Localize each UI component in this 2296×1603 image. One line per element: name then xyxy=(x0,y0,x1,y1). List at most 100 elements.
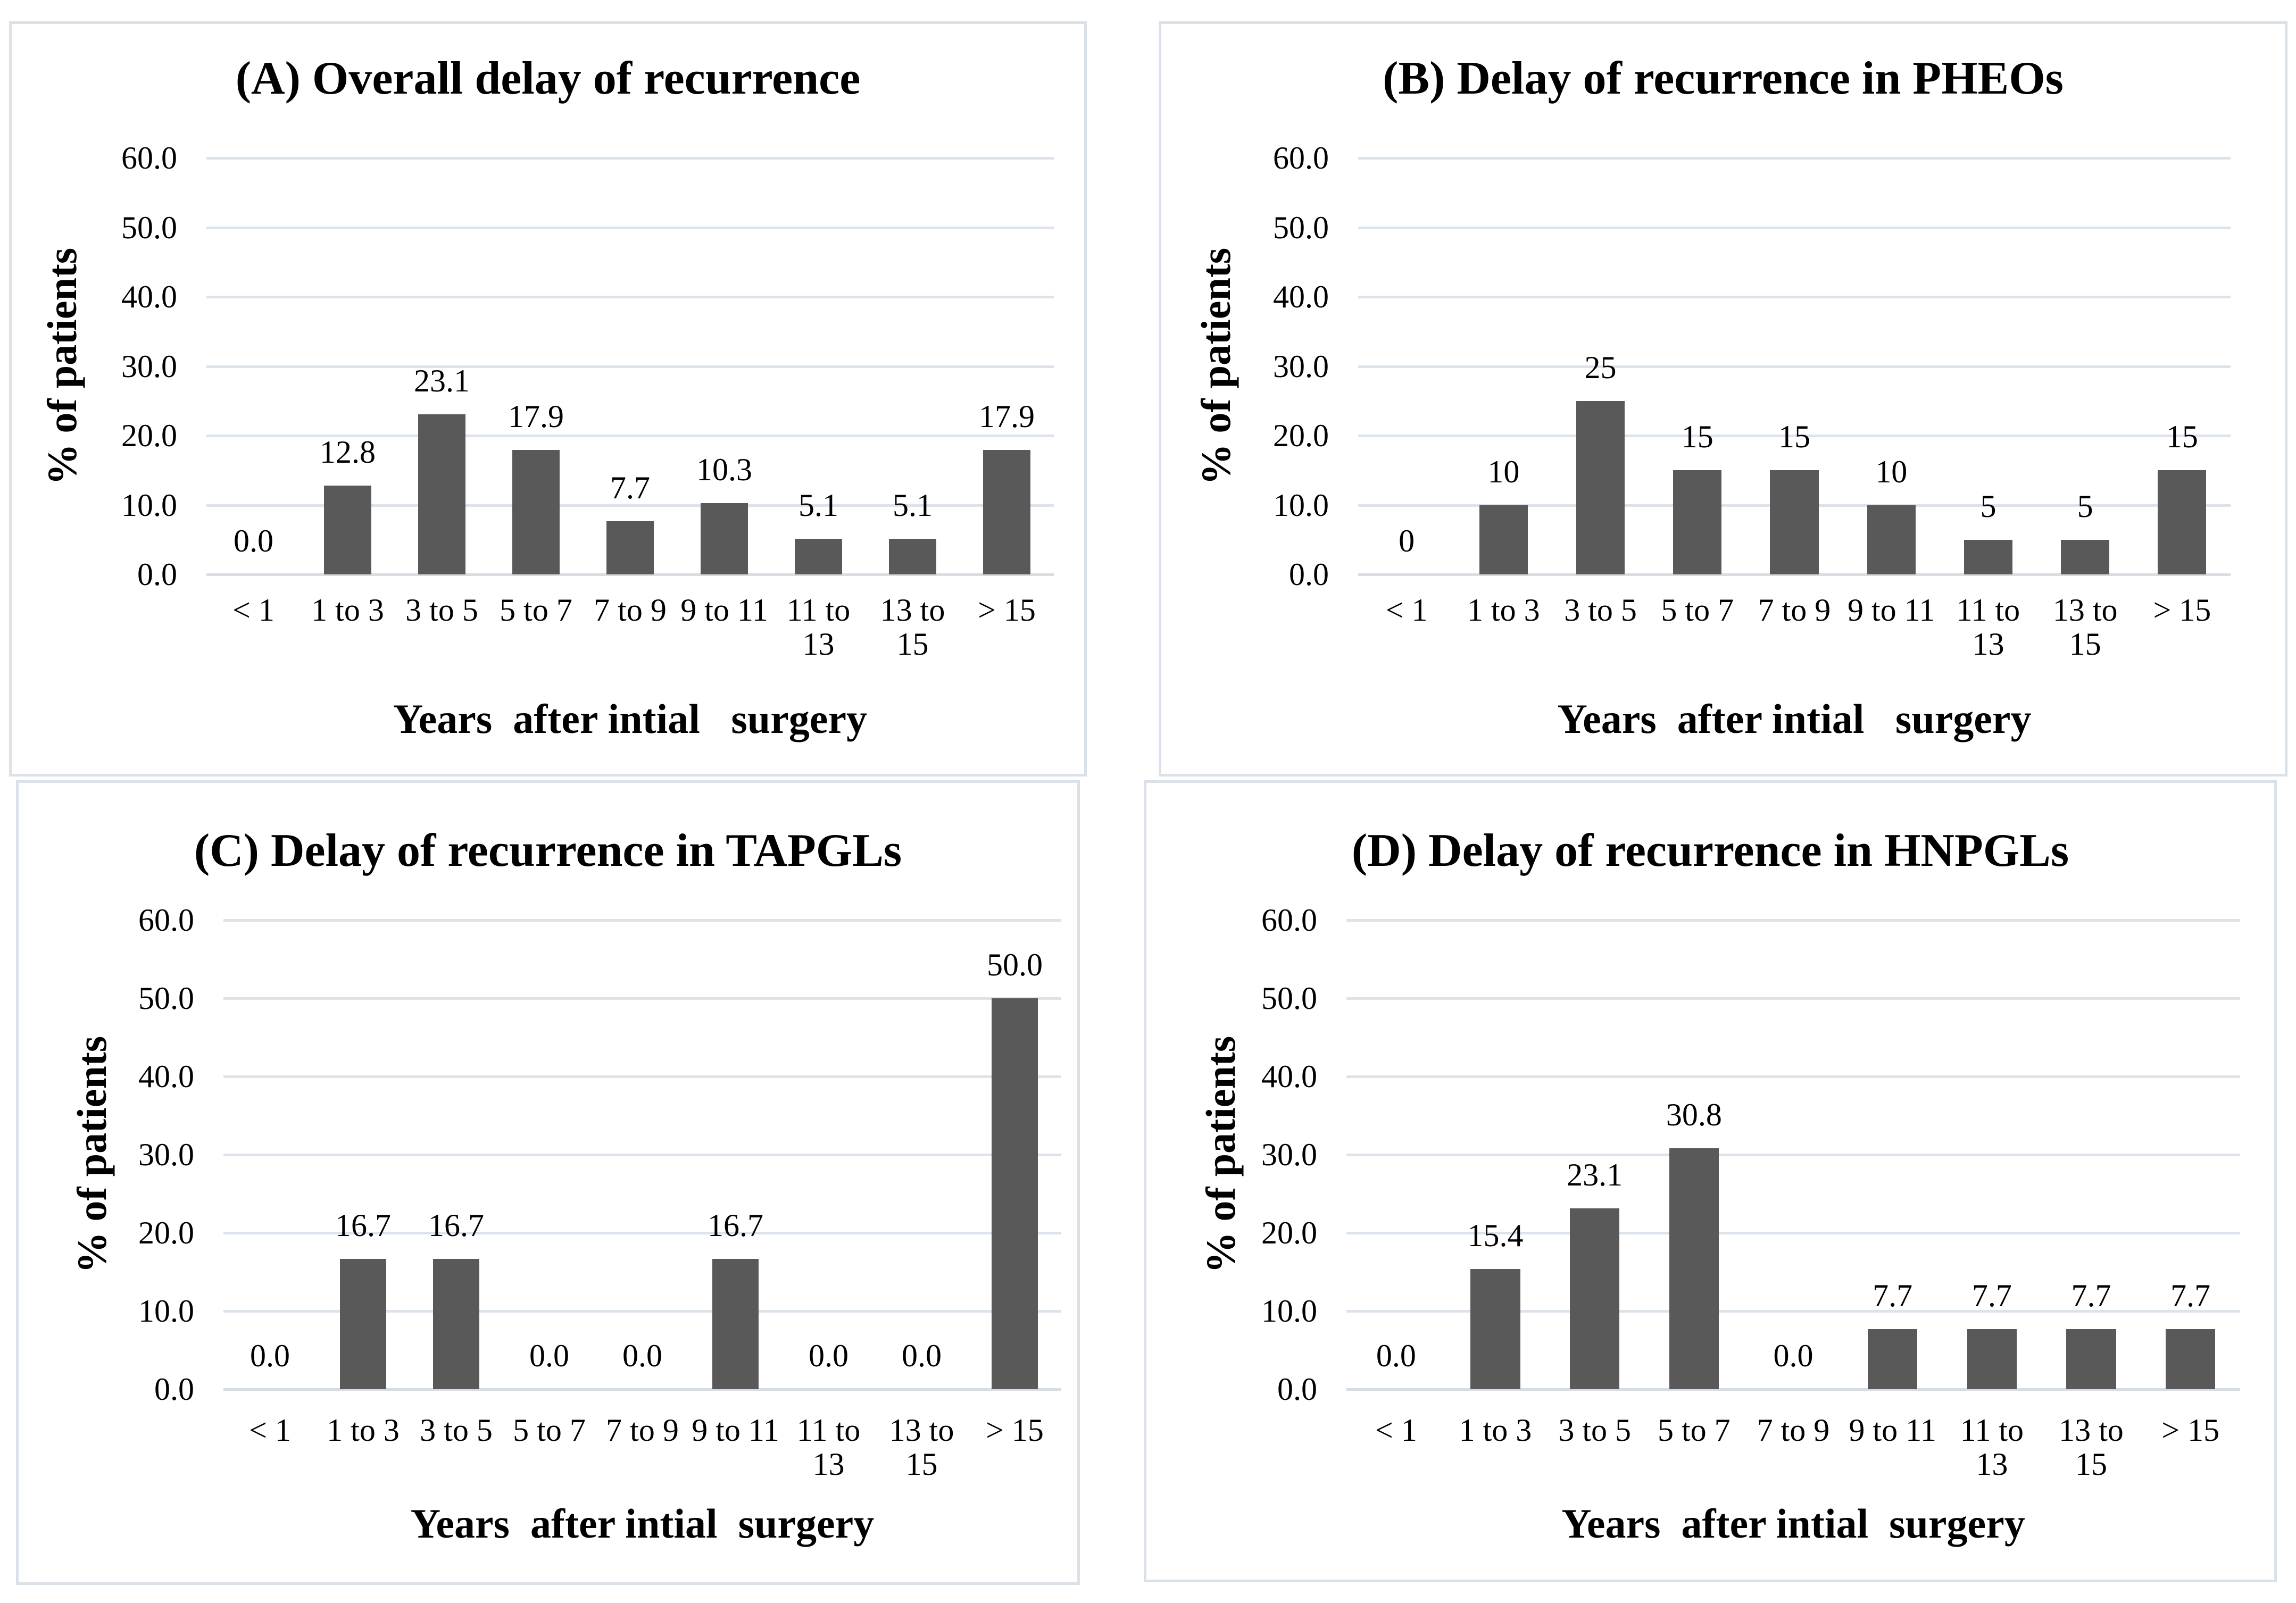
y-tick-label: 30.0 xyxy=(138,1137,194,1172)
x-category-label: 5 to 7 xyxy=(513,1413,586,1448)
bar-value-label: 5 xyxy=(2077,488,2093,524)
bar xyxy=(712,1258,759,1389)
x-category-label: 5 to 7 xyxy=(1661,592,1734,628)
bar xyxy=(512,450,560,574)
gridline xyxy=(223,1310,1061,1313)
bar-value-label: 10 xyxy=(1875,454,1908,489)
x-category-label: > 15 xyxy=(2161,1413,2220,1448)
x-axis-title: Years after intial surgery xyxy=(410,1500,875,1547)
y-tick-label: 20.0 xyxy=(1273,418,1329,453)
bar xyxy=(418,414,465,574)
x-axis-baseline xyxy=(1358,573,2231,576)
bar xyxy=(1673,470,1722,574)
bar xyxy=(1867,505,1916,574)
gridline xyxy=(223,997,1061,1000)
bar-value-label: 7.7 xyxy=(1971,1278,2012,1313)
y-tick-label: 40.0 xyxy=(138,1059,194,1094)
bar-value-label: 0 xyxy=(1399,523,1415,558)
x-category-label: 1 to 3 xyxy=(1467,592,1540,628)
gridline xyxy=(206,296,1054,298)
bar-value-label: 16.7 xyxy=(428,1207,484,1243)
y-tick-label: 40.0 xyxy=(1261,1059,1317,1094)
bar-value-label: 0.0 xyxy=(622,1338,662,1373)
x-axis-baseline xyxy=(1346,1388,2240,1391)
gridline xyxy=(206,157,1054,160)
bar xyxy=(432,1258,480,1389)
bar-value-label: 12.8 xyxy=(320,434,376,470)
x-category-label: 1 to 3 xyxy=(1459,1413,1532,1448)
y-tick-label: 20.0 xyxy=(121,418,177,453)
x-category-label: 1 to 3 xyxy=(327,1413,400,1448)
bar-value-label: 7.7 xyxy=(1873,1278,1913,1313)
bar-value-label: 25 xyxy=(1584,349,1617,385)
y-tick-label: 50.0 xyxy=(121,210,177,245)
bar-value-label: 5.1 xyxy=(798,488,838,523)
gridline xyxy=(1358,365,2231,368)
gridline xyxy=(1346,1075,2240,1078)
y-tick-label: 30.0 xyxy=(1273,348,1329,384)
bar-value-label: 23.1 xyxy=(1567,1157,1623,1193)
y-tick-label: 40.0 xyxy=(1273,279,1329,314)
x-category-label: 7 to 9 xyxy=(594,592,667,628)
x-axis-baseline xyxy=(223,1388,1061,1391)
bar xyxy=(1570,1208,1620,1389)
y-tick-label: 0.0 xyxy=(137,557,177,592)
x-category-label: 9 to 11 xyxy=(692,1413,779,1448)
bar-value-label: 10.3 xyxy=(696,452,752,487)
y-tick-label: 0.0 xyxy=(1277,1372,1317,1407)
gridline xyxy=(223,1154,1061,1156)
x-axis-title: Years after intial surgery xyxy=(393,696,868,742)
x-category-label: 9 to 11 xyxy=(1847,592,1935,628)
gridline xyxy=(206,226,1054,229)
x-category-label: 9 to 11 xyxy=(680,592,768,628)
bar-value-label: 10 xyxy=(1487,454,1520,489)
x-category-label: 3 to 5 xyxy=(1564,592,1637,628)
bar xyxy=(1576,400,1625,574)
bar xyxy=(701,503,748,574)
x-category-label: > 15 xyxy=(986,1413,1044,1448)
x-category-label: 13 to 15 xyxy=(880,592,945,662)
bar xyxy=(1479,505,1528,574)
x-category-label: 11 to 13 xyxy=(786,592,851,662)
bar-value-label: 16.7 xyxy=(335,1207,391,1243)
x-category-label: 5 to 7 xyxy=(500,592,572,628)
y-tick-label: 10.0 xyxy=(1261,1293,1317,1329)
bar xyxy=(1770,470,1819,574)
bar xyxy=(1964,539,2012,574)
x-category-label: 3 to 5 xyxy=(1558,1413,1631,1448)
bar-value-label: 15.4 xyxy=(1467,1217,1524,1253)
bar-value-label: 0.0 xyxy=(1773,1338,1813,1373)
bar xyxy=(2061,539,2110,574)
bar xyxy=(2066,1329,2116,1389)
x-category-label: 7 to 9 xyxy=(1757,1413,1830,1448)
gridline xyxy=(1346,997,2240,1000)
x-category-label: 5 to 7 xyxy=(1657,1413,1731,1448)
bar xyxy=(1868,1329,1918,1389)
gridline xyxy=(223,1232,1061,1234)
y-tick-label: 50.0 xyxy=(138,981,194,1016)
x-category-label: 13 to 15 xyxy=(889,1413,954,1482)
bar-value-label: 50.0 xyxy=(987,947,1043,982)
gridline xyxy=(223,1075,1061,1078)
bar xyxy=(339,1258,387,1389)
y-tick-label: 50.0 xyxy=(1273,210,1329,245)
bar xyxy=(606,521,654,574)
chart-panel-pheos: (B) Delay of recurrence in PHEOs % of pa… xyxy=(1159,21,2287,777)
gridline xyxy=(1346,1310,2240,1313)
gridline xyxy=(1346,1232,2240,1234)
x-category-label: 11 to 13 xyxy=(1960,1413,2024,1482)
gridline xyxy=(206,435,1054,437)
bar-value-label: 0.0 xyxy=(529,1338,569,1373)
y-tick-label: 0.0 xyxy=(1289,557,1329,592)
bar xyxy=(1669,1148,1719,1389)
x-category-label: 9 to 11 xyxy=(1849,1413,1936,1448)
x-category-label: 7 to 9 xyxy=(1758,592,1831,628)
chart-title: (D) Delay of recurrence in HNPGLs xyxy=(1351,825,2069,876)
y-tick-label: 10.0 xyxy=(138,1293,194,1329)
bar-value-label: 15 xyxy=(1681,419,1713,455)
bar xyxy=(324,485,371,574)
gridline xyxy=(1346,919,2240,922)
bar-value-label: 5.1 xyxy=(893,488,933,523)
y-tick-label: 20.0 xyxy=(138,1215,194,1250)
y-tick-label: 20.0 xyxy=(1261,1215,1317,1250)
